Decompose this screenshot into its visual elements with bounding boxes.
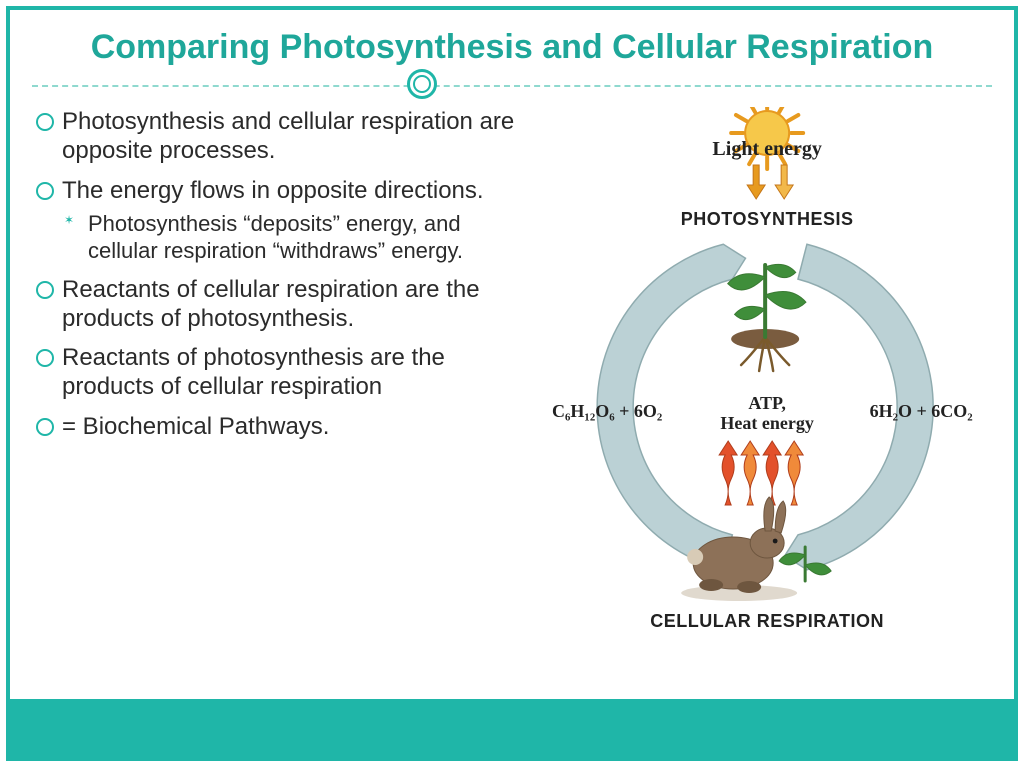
label-left-equation: C₆H₁₂O₆ + 6O₂ [552, 401, 662, 421]
label-photosynthesis: PHOTOSYNTHESIS [681, 209, 854, 229]
slide-body: Comparing Photosynthesis and Cellular Re… [10, 10, 1014, 757]
label-cellular-respiration: CELLULAR RESPIRATION [650, 611, 884, 631]
bullet-item: Reactants of photosynthesis are the prod… [34, 343, 532, 402]
slide-title: Comparing Photosynthesis and Cellular Re… [10, 10, 1014, 71]
dashed-line [32, 85, 992, 87]
label-right-equation: 6H₂O + 6CO₂ [869, 401, 972, 421]
bullet-text: Reactants of cellular respiration are th… [62, 276, 480, 332]
label-atp: ATP, [748, 393, 786, 413]
sub-bullet-text: Photosynthesis “deposits” energy, and ce… [88, 211, 463, 263]
sub-bullet-item: Photosynthesis “deposits” energy, and ce… [62, 211, 532, 265]
footer-bar [10, 699, 1014, 757]
title-divider [32, 71, 992, 101]
slide-frame: Comparing Photosynthesis and Cellular Re… [6, 6, 1018, 761]
cycle-diagram: Light energy PHOTOSYNTHESIS C₆H₁₂O₆ + 6O… [540, 107, 990, 647]
bullet-text: = Biochemical Pathways. [62, 413, 329, 440]
label-light-energy: Light energy [712, 138, 821, 160]
heat-arrows-icon [719, 441, 803, 505]
bullet-item: Reactants of cellular respiration are th… [34, 275, 532, 334]
content-row: Photosynthesis and cellular respiration … [10, 107, 1014, 647]
ring-ornament-icon [407, 69, 437, 99]
bullet-text: Reactants of photosynthesis are the prod… [62, 344, 445, 400]
bullet-item: = Biochemical Pathways. [34, 412, 532, 441]
sun-arrows-icon [747, 165, 793, 199]
bullet-list: Photosynthesis and cellular respiration … [34, 107, 540, 647]
bullet-text: The energy flows in opposite directions. [62, 177, 484, 204]
label-heat-energy: Heat energy [720, 413, 813, 433]
plant-icon [727, 264, 805, 371]
bullet-item: Photosynthesis and cellular respiration … [34, 107, 532, 166]
bullet-item: The energy flows in opposite directions.… [34, 176, 532, 265]
bullet-text: Photosynthesis and cellular respiration … [62, 108, 514, 164]
cycle-svg: Light energy PHOTOSYNTHESIS C₆H₁₂O₆ + 6O… [540, 107, 990, 647]
